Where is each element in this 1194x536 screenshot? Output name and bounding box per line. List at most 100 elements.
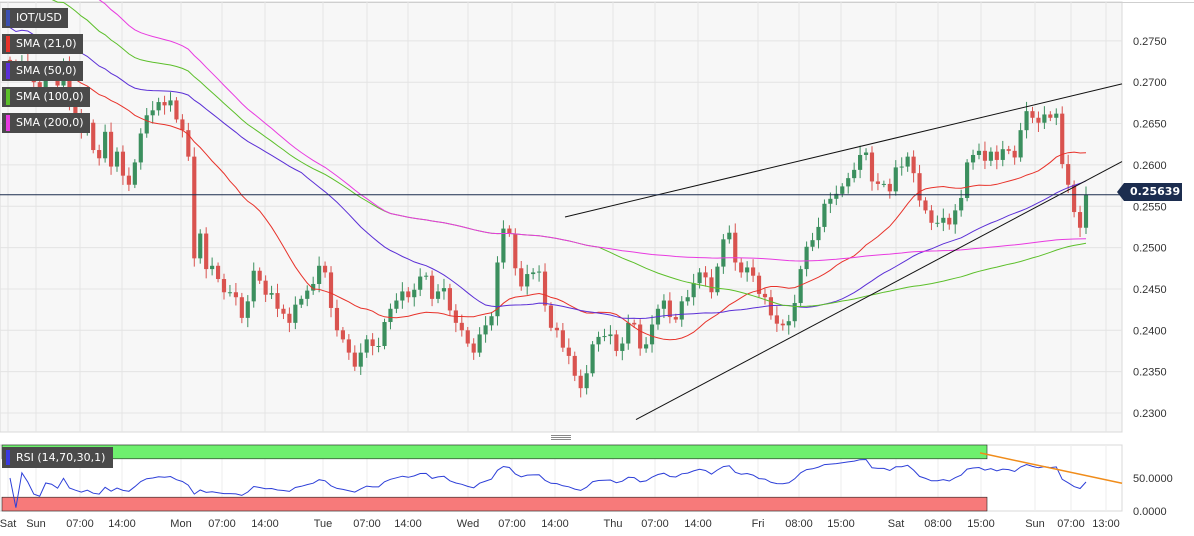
candle-body xyxy=(138,133,143,163)
candle-body xyxy=(673,317,678,320)
y-tick-label: 0.2350 xyxy=(1133,367,1167,379)
candle-body xyxy=(1054,113,1059,118)
candle-body xyxy=(905,156,910,167)
candle-body xyxy=(584,373,589,389)
candle-body xyxy=(471,343,476,353)
candle-body xyxy=(489,316,494,326)
legend-sma21: SMA (21,0) xyxy=(2,34,83,54)
candle-body xyxy=(519,268,524,287)
rsi-y-tick-label: 50.0000 xyxy=(1133,473,1173,485)
x-tick-label: 14:00 xyxy=(684,518,712,530)
candle-body xyxy=(305,290,310,299)
candle-body xyxy=(590,344,595,374)
legend-swatch xyxy=(6,89,10,105)
candle-body xyxy=(1030,111,1035,118)
candle-body xyxy=(709,277,714,293)
candle-body xyxy=(459,322,464,331)
candle-body xyxy=(525,274,530,287)
legend-sma200-text: SMA (200,0) xyxy=(16,116,84,129)
rsi-legend: RSI (14,70,30,1) xyxy=(2,447,114,468)
candle-body xyxy=(935,222,940,224)
candle-body xyxy=(1006,149,1011,151)
candle-body xyxy=(1048,114,1053,118)
candle-body xyxy=(792,303,797,322)
candle-body xyxy=(37,82,42,88)
candle-body xyxy=(186,130,191,157)
candle-body xyxy=(602,336,607,338)
candle-body xyxy=(578,375,583,389)
candle-body xyxy=(221,279,227,293)
candle-body xyxy=(501,228,506,263)
candle-body xyxy=(1077,212,1083,228)
candle-body xyxy=(364,339,369,353)
candle-body xyxy=(881,183,886,185)
candle-body xyxy=(352,352,357,367)
candle-body xyxy=(477,334,482,353)
legend-sma100: SMA (100,0) xyxy=(2,87,90,107)
current-price-value: 0.25639 xyxy=(1130,185,1181,198)
candle-body xyxy=(376,346,381,347)
candle-body xyxy=(429,275,435,299)
candle-body xyxy=(334,307,340,331)
legend-sma21-text: SMA (21,0) xyxy=(16,37,77,50)
x-tick-label: 08:00 xyxy=(785,518,813,530)
candle-body xyxy=(756,275,762,294)
current-price-tag: 0.25639 xyxy=(1117,183,1182,201)
x-tick-label: 14:00 xyxy=(251,518,279,530)
splitter-line xyxy=(551,439,571,440)
candle-body xyxy=(317,265,322,284)
candle-body xyxy=(542,271,548,306)
legend-swatch xyxy=(6,10,10,26)
legend-swatch xyxy=(6,63,10,79)
candle-body xyxy=(768,297,774,316)
candle-body xyxy=(126,175,131,185)
candle-body xyxy=(180,119,185,131)
candle-body xyxy=(67,65,72,103)
candle-body xyxy=(614,334,619,351)
candle-body xyxy=(418,276,423,290)
candle-body xyxy=(114,151,120,167)
candle-body xyxy=(150,110,155,116)
candle-body xyxy=(435,291,441,299)
x-tick-label: 07:00 xyxy=(208,518,236,530)
candle-body xyxy=(970,154,976,163)
panel-splitter-icon xyxy=(551,435,571,440)
candle-body xyxy=(174,100,179,120)
candle-body xyxy=(251,270,256,302)
candle-body xyxy=(846,178,851,187)
candle-body xyxy=(727,232,732,240)
candle-body xyxy=(513,233,518,269)
x-tick-label: 13:00 xyxy=(1092,518,1120,530)
candle-body xyxy=(245,301,250,318)
y-tick-label: 0.2600 xyxy=(1133,160,1167,172)
candle-body xyxy=(715,266,720,293)
candle-body xyxy=(299,298,304,305)
candle-body xyxy=(644,344,649,349)
candle-body xyxy=(632,322,637,325)
candle-body xyxy=(917,173,922,201)
candle-body xyxy=(1060,113,1065,165)
candle-body xyxy=(156,102,161,111)
candle-body xyxy=(739,262,744,273)
candle-body xyxy=(638,324,643,349)
candle-body xyxy=(869,152,875,182)
candle-body xyxy=(239,297,244,318)
candle-body xyxy=(424,275,429,277)
legend-swatch xyxy=(6,115,10,131)
candle-body xyxy=(875,181,881,184)
x-tick-label: 07:00 xyxy=(641,518,669,530)
rsi-oversold-zone xyxy=(1,496,988,512)
candle-body xyxy=(287,313,292,323)
candle-body xyxy=(483,325,488,335)
candle-body xyxy=(691,283,696,298)
candle-body xyxy=(679,301,684,320)
rsi-trendline xyxy=(979,452,1123,485)
splitter-line xyxy=(551,435,571,436)
candle-body xyxy=(929,210,934,223)
rsi-overbought-zone xyxy=(1,444,988,460)
candle-body xyxy=(667,300,672,318)
candle-body xyxy=(120,151,126,176)
candle-body xyxy=(560,330,565,348)
x-tick-label: Fri xyxy=(752,518,765,530)
